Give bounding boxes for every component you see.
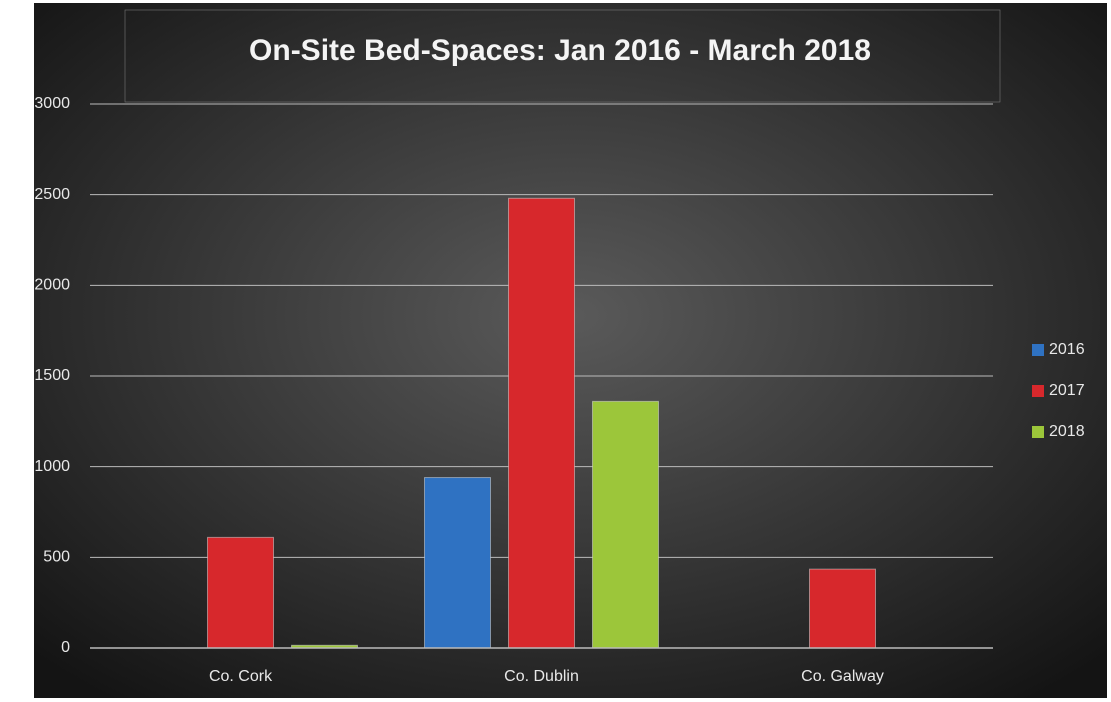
legend-label: 2018: [1049, 423, 1085, 440]
y-tick-label: 2500: [34, 186, 70, 203]
y-tick-label: 0: [61, 639, 70, 656]
chart-title: On-Site Bed-Spaces: Jan 2016 - March 201…: [249, 34, 871, 67]
x-tick-label: Co. Cork: [209, 668, 273, 685]
legend-swatch: [1032, 344, 1044, 356]
legend-swatch: [1032, 385, 1044, 397]
y-tick-label: 3000: [34, 95, 70, 112]
bar: [809, 568, 876, 649]
x-tick-label: Co. Dublin: [504, 668, 579, 685]
x-tick-label: Co. Galway: [801, 668, 884, 685]
bar: [508, 197, 575, 649]
legend-swatch: [1032, 426, 1044, 438]
legend-label: 2016: [1049, 341, 1085, 358]
y-tick-label: 2000: [34, 277, 70, 294]
y-tick-label: 1500: [34, 367, 70, 384]
bar: [207, 536, 274, 649]
title-box: [124, 9, 1001, 103]
bar: [592, 400, 659, 649]
legend-label: 2017: [1049, 382, 1085, 399]
y-tick-label: 500: [43, 549, 70, 566]
y-tick-label: 1000: [34, 458, 70, 475]
bar: [424, 477, 491, 649]
